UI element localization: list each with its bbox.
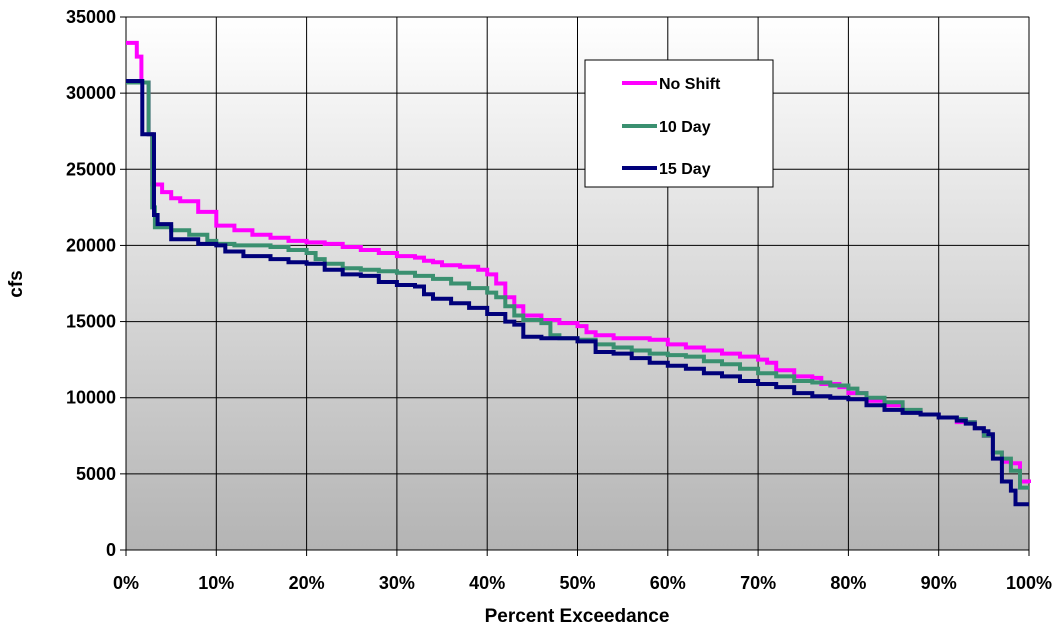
x-tick-label: 40% [469, 573, 505, 593]
y-tick-label: 20000 [66, 235, 116, 255]
y-tick-label: 35000 [66, 7, 116, 27]
y-tick-label: 5000 [76, 464, 116, 484]
legend-label-no-shift: No Shift [659, 76, 721, 93]
x-axis-title: Percent Exceedance [485, 606, 670, 627]
x-tick-label: 100% [1006, 573, 1052, 593]
x-tick-label: 30% [379, 573, 415, 593]
x-tick-label: 10% [198, 573, 234, 593]
y-tick-label: 10000 [66, 388, 116, 408]
legend-box [584, 59, 774, 188]
x-tick-label: 20% [289, 573, 325, 593]
y-tick-label: 15000 [66, 312, 116, 332]
series-lines [126, 40, 1031, 507]
y-axis-title: cfs [6, 270, 27, 297]
y-tick-label: 30000 [66, 83, 116, 103]
x-tick-label: 60% [650, 573, 686, 593]
series-line-15-day [126, 79, 1029, 507]
legend-label-10-day: 10 Day [659, 119, 711, 136]
x-tick-label: 0% [113, 573, 139, 593]
y-tick-label: 0 [106, 540, 116, 560]
legend-label-15-day: 15 Day [659, 161, 711, 178]
x-axis-ticks: 0% 10% 20% 30% 40% 50% 60% 70% 80% 90% 100% [113, 550, 1052, 593]
x-tick-label: 70% [740, 573, 776, 593]
x-tick-label: 80% [830, 573, 866, 593]
legend: No Shift 10 Day 15 Day [584, 59, 774, 188]
y-axis-ticks: 0 5000 10000 15000 20000 25000 30000 35000 [66, 7, 126, 560]
x-tick-label: 90% [921, 573, 957, 593]
y-tick-label: 25000 [66, 159, 116, 179]
x-tick-label: 50% [559, 573, 595, 593]
